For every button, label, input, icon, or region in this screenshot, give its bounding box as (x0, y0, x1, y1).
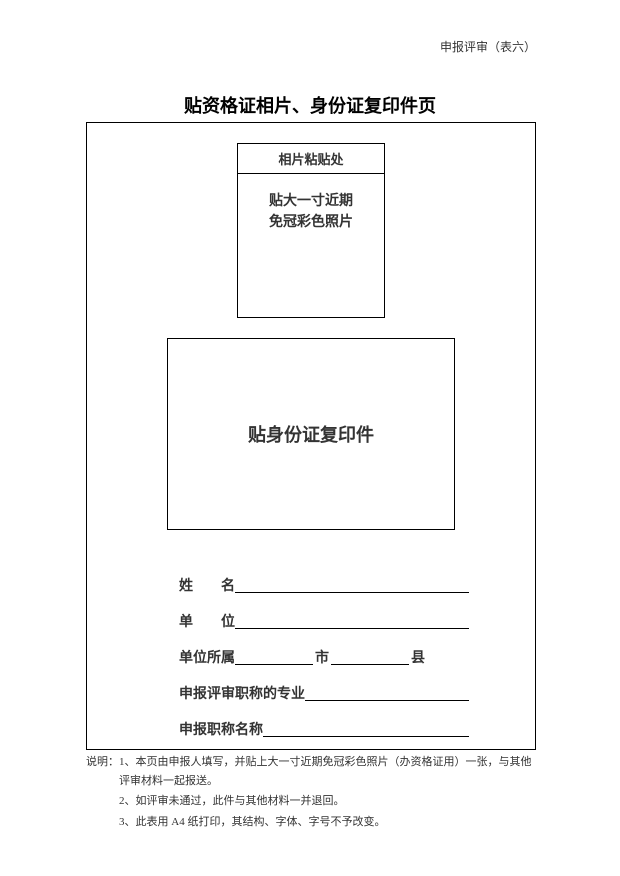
major-label: 申报评审职称的专业 (179, 683, 305, 703)
title-label: 申报职称名称 (179, 719, 263, 739)
header-label: 申报评审（表六） (440, 38, 536, 55)
form-row-unit: 单 位 (179, 609, 469, 631)
unit-label-1: 单 (179, 611, 193, 631)
major-underline (305, 700, 469, 701)
form-row-title: 申报职称名称 (179, 717, 469, 739)
name-label-1: 姓 (179, 575, 193, 595)
page-title: 贴资格证相片、身份证复印件页 (0, 92, 620, 118)
photo-header-label: 相片粘贴处 (238, 144, 384, 174)
unit-belong-underline1 (235, 664, 313, 665)
name-underline (235, 592, 469, 593)
notes-item-1: 1、本页由申报人填写，并贴上大一寸近期免冠彩色照片（办资格证用）一张，与其他评审… (119, 753, 536, 790)
name-label-2: 名 (221, 575, 235, 595)
photo-attachment-box: 相片粘贴处 贴大一寸近期 免冠彩色照片 (237, 143, 385, 318)
notes-prefix: 说明： (86, 753, 119, 834)
photo-line1: 贴大一寸近期 (238, 190, 384, 211)
unit-belong-label: 单位所属 (179, 647, 235, 667)
notes-item-3: 3、此表用 A4 纸打印，其结构、字体、字号不予改变。 (119, 813, 536, 832)
unit-belong-underline2 (331, 664, 409, 665)
notes-block: 说明： 1、本页由申报人填写，并贴上大一寸近期免冠彩色照片（办资格证用）一张，与… (86, 753, 536, 834)
city-label: 市 (313, 647, 331, 667)
outer-container: 相片粘贴处 贴大一寸近期 免冠彩色照片 贴身份证复印件 姓 名 单 位 单位所属… (86, 122, 536, 750)
form-row-name: 姓 名 (179, 573, 469, 595)
notes-list: 1、本页由申报人填写，并贴上大一寸近期免冠彩色照片（办资格证用）一张，与其他评审… (119, 753, 536, 834)
notes-item-2: 2、如评审未通过，此件与其他材料一并退回。 (119, 792, 536, 811)
county-label: 县 (409, 647, 427, 667)
form-row-major: 申报评审职称的专业 (179, 681, 469, 703)
photo-line2: 免冠彩色照片 (238, 211, 384, 232)
unit-label-2: 位 (221, 611, 235, 631)
id-box-label: 贴身份证复印件 (248, 421, 374, 447)
form-block: 姓 名 单 位 单位所属 市 县 申报评审职称的专业 申报职称名称 (179, 573, 469, 753)
title-underline (263, 736, 469, 737)
form-row-unit-belong: 单位所属 市 县 (179, 645, 469, 667)
id-copy-box: 贴身份证复印件 (167, 338, 455, 530)
unit-underline (235, 628, 469, 629)
photo-instruction: 贴大一寸近期 免冠彩色照片 (238, 174, 384, 232)
